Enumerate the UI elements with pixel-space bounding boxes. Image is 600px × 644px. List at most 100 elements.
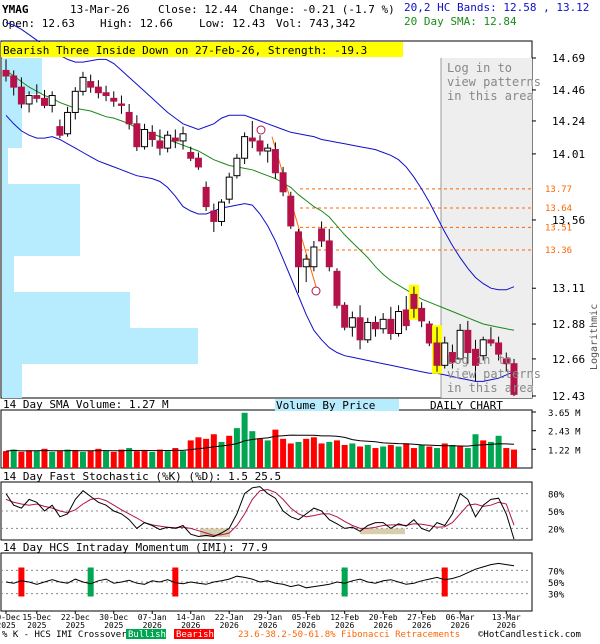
- volume-bar: [349, 443, 356, 468]
- candle-body: [502, 358, 510, 365]
- year-label: 2026: [258, 621, 277, 630]
- vbp-label-bg: [275, 399, 399, 411]
- bullish-legend-label: Bullish: [128, 630, 166, 640]
- candle-body: [425, 323, 433, 344]
- volume-bar: [295, 441, 302, 468]
- fib-label: 13.36: [545, 246, 572, 256]
- volume-bar: [72, 450, 79, 468]
- candle-body: [302, 258, 310, 268]
- vbp-bar: [2, 292, 130, 328]
- fibonacci-levels: 13.77 13.64 13.51 13.36: [271, 136, 572, 287]
- date-label: 09-Dec: [0, 613, 21, 622]
- pattern-marker-bottom: [311, 286, 321, 296]
- volume-bar: [410, 448, 417, 468]
- candle-body: [125, 111, 133, 125]
- ticker-symbol: YMAG: [2, 3, 29, 16]
- date-label: 05-Feb: [292, 613, 321, 622]
- date-label: 15-Dec: [22, 613, 51, 622]
- volume-bar: [218, 441, 225, 468]
- volume-bar: [210, 434, 217, 468]
- candle-body: [395, 311, 403, 334]
- price-tick-label: 14.24: [552, 115, 585, 128]
- vbp-bar: [2, 328, 198, 364]
- year-label: 2026: [374, 621, 393, 630]
- copyright[interactable]: ©HotCandlestick.com: [478, 630, 581, 640]
- candle-body: [56, 126, 64, 136]
- imi-axis-ticks: 70% 50% 30%: [548, 567, 565, 600]
- candle-body: [133, 123, 141, 148]
- candle-body: [225, 176, 233, 200]
- candle-body: [318, 228, 326, 242]
- oversold-shade: [200, 528, 230, 538]
- candle-body: [248, 137, 256, 142]
- volume-bar: [457, 446, 464, 468]
- imi-tick-label: 50%: [548, 579, 565, 589]
- fib-label: 13.77: [545, 185, 572, 195]
- volume-bar: [180, 451, 187, 468]
- volume-bar: [264, 440, 271, 468]
- candle-body: [48, 95, 56, 106]
- volume-bars: [3, 412, 517, 468]
- volume-bar: [133, 451, 140, 468]
- stoch-tick-label: 50%: [548, 508, 565, 518]
- login-notice-bottom-3: in this area: [447, 381, 534, 395]
- candle-body: [156, 140, 164, 149]
- vbp-bar: [2, 364, 22, 398]
- volume-bar: [156, 449, 163, 468]
- candle-body: [117, 103, 125, 106]
- volume-bar: [26, 450, 33, 468]
- candle-body: [356, 317, 364, 341]
- candle-body: [25, 95, 33, 105]
- volume-value: Vol: 743,342: [276, 17, 355, 30]
- candle-body: [271, 149, 279, 174]
- candle-body: [448, 352, 456, 363]
- volume-bar: [495, 435, 502, 468]
- candle-body: [256, 140, 264, 152]
- volume-bar: [203, 438, 210, 468]
- year-label: 2025: [66, 621, 85, 630]
- volume-bar: [233, 428, 240, 468]
- candle-body: [141, 128, 149, 148]
- volume-bar: [341, 444, 348, 468]
- volume-axis-ticks: 3.65 M 2.43 M 1.22 M: [532, 409, 581, 456]
- year-label: 2026: [297, 621, 316, 630]
- volume-panel: 14 Day SMA Volume: 1.27 M Volume By Pric…: [0, 398, 581, 469]
- candle-body: [94, 86, 102, 94]
- candle-body: [241, 136, 249, 159]
- volume-bar: [449, 444, 456, 468]
- imi-label: 14 Day HCS Intraday Momentum (IMI): 77.9: [3, 541, 268, 554]
- volume-bar: [310, 437, 317, 468]
- candle-body: [510, 363, 518, 395]
- candle-body: [371, 321, 379, 330]
- volume-bar: [126, 448, 133, 468]
- imi-tick-label: 70%: [548, 567, 565, 577]
- volume-bar: [33, 451, 40, 468]
- volume-bar: [441, 443, 448, 468]
- date-label: 14-Jan: [176, 613, 205, 622]
- volume-bar: [303, 438, 310, 468]
- login-notice-bottom-1: Log in to: [447, 353, 512, 367]
- candle-body: [264, 147, 272, 152]
- candle-body: [17, 86, 25, 105]
- low-price: Low: 12.43: [199, 17, 265, 30]
- candle-body: [233, 157, 241, 177]
- volume-bar: [487, 441, 494, 468]
- price-tick-label: 14.46: [552, 84, 585, 97]
- imi-line-path: [5, 562, 515, 589]
- sma20-line: [5, 69, 515, 331]
- candle-body: [279, 172, 287, 193]
- indicator-lines: [5, 22, 515, 382]
- candle-body: [479, 339, 487, 357]
- date-label: 20-Feb: [369, 613, 398, 622]
- close-price: Close: 12.44: [158, 3, 238, 16]
- price-tick-label: 14.69: [552, 52, 585, 65]
- year-label: 2026: [220, 621, 239, 630]
- year-label: 2025: [0, 621, 16, 630]
- candle-body: [102, 92, 110, 97]
- crossover-marker: [87, 567, 94, 597]
- stoch-d-line: [5, 488, 515, 536]
- date-label: 06-Mar: [446, 613, 475, 622]
- volume-bar: [118, 449, 125, 468]
